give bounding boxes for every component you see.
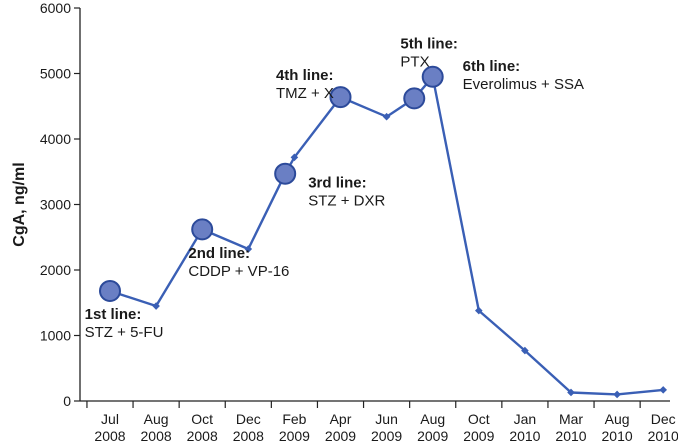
- annotation-text: PTX: [400, 54, 429, 71]
- x-tick-label: 2008: [233, 428, 264, 444]
- x-tick-label: Oct: [468, 411, 490, 427]
- x-tick-label: Jul: [101, 411, 119, 427]
- data-point-diamond: [567, 388, 575, 397]
- y-tick-label: 5000: [40, 66, 71, 82]
- annotation: 1st line:STZ + 5-FU: [85, 306, 164, 341]
- x-tick-label: 2010: [602, 428, 633, 444]
- annotation-title: 5th line:: [400, 36, 458, 53]
- data-point-circle: [329, 86, 352, 109]
- y-axis-title: CgA, ng/ml: [11, 162, 28, 246]
- x-tick-label: 2008: [94, 428, 125, 444]
- annotation-text: Everolimus + SSA: [463, 76, 584, 93]
- x-tick-label: Aug: [420, 411, 445, 427]
- annotation: 6th line:Everolimus + SSA: [463, 58, 584, 93]
- x-tick-label: 2009: [417, 428, 448, 444]
- annotation-text: STZ + DXR: [308, 192, 385, 209]
- x-tick-label: 2010: [648, 428, 678, 444]
- x-tick-label: 2008: [141, 428, 172, 444]
- x-tick-label: Aug: [605, 411, 630, 427]
- x-tick-label: 2008: [187, 428, 218, 444]
- x-tick-label: 2010: [509, 428, 540, 444]
- axes: [74, 7, 670, 408]
- x-tick-label: 2009: [371, 428, 402, 444]
- x-tick-label: Jan: [514, 411, 537, 427]
- annotation-title: 4th line:: [276, 67, 334, 84]
- annotations: 1st line:STZ + 5-FU 2nd line:CDDP + VP-16…: [85, 36, 584, 342]
- x-tick-label: Feb: [282, 411, 306, 427]
- y-tick-label: 1000: [40, 328, 71, 344]
- annotation-title: 3rd line:: [308, 174, 366, 191]
- data-point-circle: [99, 279, 121, 302]
- annotation: 2nd line:CDDP + VP-16: [188, 245, 289, 280]
- annotation-title: 6th line:: [463, 58, 521, 75]
- x-tick-label: Jun: [375, 411, 398, 427]
- x-tick-label: Dec: [236, 411, 261, 427]
- annotation-title: 1st line:: [85, 306, 142, 323]
- data-point-circle: [191, 218, 214, 241]
- data-point-diamond: [659, 386, 667, 394]
- data-point-circle: [274, 162, 297, 185]
- y-tick-labels: 0 1000 2000 3000 4000 5000 6000: [40, 0, 71, 409]
- y-tick-label: 2000: [40, 262, 71, 278]
- data-point-diamond: [521, 346, 529, 355]
- x-tick-label: 2010: [555, 428, 586, 444]
- annotation-text: TMZ + X: [276, 85, 334, 102]
- x-tick-label: Oct: [191, 411, 213, 427]
- annotation: 3rd line:STZ + DXR: [308, 174, 385, 209]
- x-tick-label: Apr: [330, 411, 352, 427]
- y-tick-label: 4000: [40, 131, 71, 147]
- x-tick-label: 2009: [463, 428, 494, 444]
- x-tick-label: Aug: [144, 411, 169, 427]
- y-tick-label: 0: [63, 393, 71, 409]
- y-tick-label: 6000: [40, 0, 71, 16]
- data-point-circle: [421, 65, 444, 88]
- x-tick-labels: Jul2008Aug2008Oct2008Dec2008Feb2009Apr20…: [94, 411, 678, 444]
- data-point-diamond: [244, 245, 253, 253]
- data-point-circle: [403, 87, 426, 110]
- annotation-text: CDDP + VP-16: [188, 263, 289, 280]
- series-line: [99, 65, 667, 399]
- data-point-diamond: [613, 390, 621, 399]
- x-tick-label: 2009: [325, 428, 356, 444]
- annotation-title: 2nd line:: [188, 245, 250, 262]
- data-point-diamond: [382, 112, 391, 121]
- data-point-diamond: [290, 153, 299, 162]
- series-polyline: [109, 75, 664, 396]
- annotation-text: STZ + 5-FU: [85, 324, 164, 341]
- x-tick-label: 2009: [279, 428, 310, 444]
- x-tick-label: Mar: [559, 411, 583, 427]
- x-tick-label: Dec: [651, 411, 676, 427]
- annotation: 4th line:TMZ + X: [276, 67, 334, 102]
- data-point-diamond: [152, 302, 160, 310]
- annotation: 5th line:PTX: [400, 36, 458, 71]
- y-tick-label: 3000: [40, 197, 71, 213]
- data-point-diamond: [475, 306, 483, 315]
